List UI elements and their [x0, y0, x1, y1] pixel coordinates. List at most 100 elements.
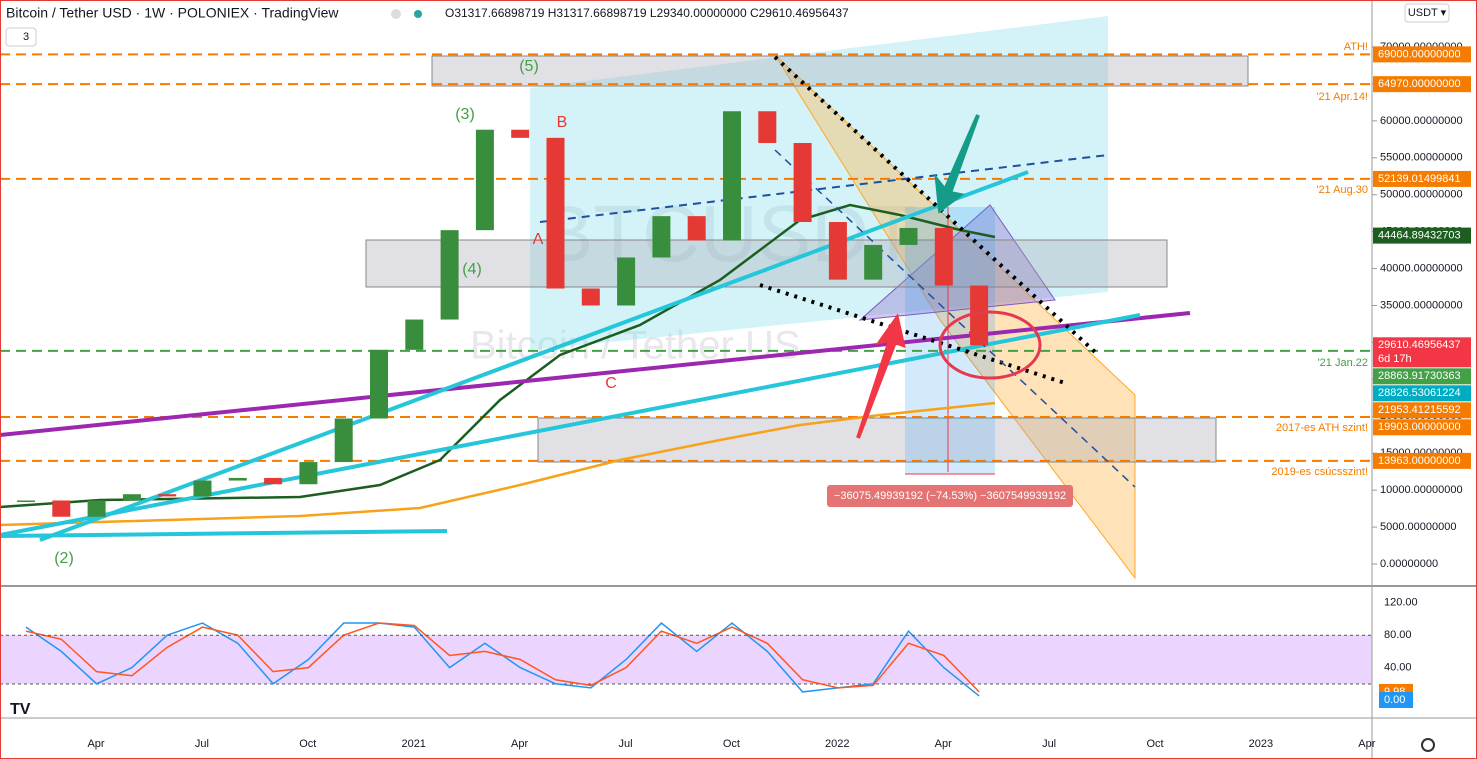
level-label: 2017-es ATH szint! [1276, 422, 1368, 434]
wave-label: (2) [54, 550, 74, 567]
x-tick-label: 2022 [825, 738, 849, 750]
level-label: 2019-es csúcsszint! [1271, 466, 1368, 478]
candle [934, 227, 953, 286]
candle [264, 477, 283, 485]
candle [970, 285, 989, 346]
candle [723, 111, 741, 241]
indicator-tag [1379, 692, 1413, 708]
candle [475, 129, 494, 231]
candle [617, 257, 636, 306]
stochastic [0, 622, 1372, 697]
zone[interactable] [431, 55, 1249, 87]
level-label: ATH! [1344, 41, 1368, 53]
fib-channel[interactable] [530, 16, 1108, 350]
y-tick-label: 0.00000000 [1380, 558, 1438, 570]
x-tick-label: Apr [935, 738, 952, 750]
price-tag [1373, 46, 1471, 63]
trend-line[interactable] [774, 149, 1136, 488]
price-tag-label: 69000.00000000 [1378, 48, 1461, 60]
wave-label: (3) [455, 106, 475, 123]
level-label: '21 Aug.30 [1316, 184, 1368, 196]
price-tag [1373, 76, 1471, 93]
status-dot [414, 10, 422, 18]
x-tick-label: 2023 [1249, 738, 1273, 750]
y-tick-label: 55000.00000000 [1380, 152, 1463, 164]
x-tick-label: Apr [1358, 738, 1375, 750]
indicator-count[interactable]: 3 [23, 31, 29, 43]
y-tick-label: 80.00 [1384, 629, 1412, 641]
measure-label-bg [827, 485, 1073, 507]
trend-line[interactable] [0, 313, 1141, 537]
status-dot [391, 9, 401, 19]
candle [864, 244, 883, 280]
candle [17, 500, 35, 502]
price-tag [1373, 419, 1471, 436]
candle [52, 500, 71, 517]
candle [122, 494, 141, 501]
price-tag-label: 13963.00000000 [1378, 455, 1461, 467]
moving-average [0, 401, 996, 527]
candle [158, 494, 177, 497]
indicator-tag-label: 0.00 [1384, 694, 1405, 706]
price-tag [1373, 227, 1471, 244]
x-tick-label: Apr [87, 738, 104, 750]
currency[interactable]: USDT ▾ [1408, 7, 1447, 19]
y-tick-label: 5000.00000000 [1380, 521, 1456, 533]
y-tick-label: 120.00 [1384, 597, 1418, 609]
triangle[interactable] [858, 204, 1056, 321]
stoch-panel [0, 587, 1372, 718]
price-tag [1373, 170, 1471, 187]
wave-label: B [557, 114, 568, 131]
price-tag-label: 29610.46956437 [1378, 339, 1461, 351]
price-tag-label: 28863.91730363 [1378, 370, 1461, 382]
candle [511, 129, 530, 138]
trend-line[interactable] [39, 170, 1029, 542]
candle [758, 111, 777, 144]
price-tag-label: 52139.01499841 [1378, 173, 1461, 185]
stoch-line [25, 622, 980, 693]
candle [228, 477, 247, 481]
price-tag [1373, 337, 1471, 368]
price-tag [1373, 402, 1471, 419]
wave-label: (5) [519, 58, 539, 75]
trend-line[interactable] [0, 529, 448, 538]
candle [581, 288, 600, 306]
price-axis: 0.000000005000.0000000010000.00000000150… [87, 41, 1471, 750]
trend-line[interactable] [773, 55, 1097, 354]
level-label: '21 Apr.14! [1316, 91, 1368, 103]
x-tick-label: Oct [299, 738, 316, 750]
price-tag [1373, 385, 1471, 402]
price-tag [1373, 452, 1471, 469]
price-tag-label: 21953.41215592 [1378, 404, 1461, 416]
measure-label: −36075.49939192 (−74.53%) −3607549939192 [834, 490, 1066, 502]
wave-label: (4) [462, 261, 482, 278]
x-tick-label: Jul [1042, 738, 1056, 750]
indicator-toggle[interactable] [5, 27, 37, 47]
x-tick-label: 2021 [401, 738, 425, 750]
trend-channel[interactable] [774, 54, 1136, 580]
price-tag-sub: 6d 17h [1378, 353, 1412, 365]
candle [299, 462, 318, 485]
y-tick-label: 60000.00000000 [1380, 115, 1463, 127]
y-tick-label: 40000.00000000 [1380, 262, 1463, 274]
x-tick-label: Apr [511, 738, 528, 750]
price-tag [1373, 368, 1471, 385]
ohlc: O31317.66898719 H31317.66898719 L29340.0… [445, 6, 849, 20]
settings-icon[interactable] [1421, 738, 1435, 752]
candle [546, 137, 565, 289]
trend-line[interactable] [0, 311, 1191, 437]
candle [687, 216, 706, 241]
candle [899, 227, 918, 245]
x-tick-label: Jul [618, 738, 632, 750]
candle [652, 216, 671, 258]
currency-select[interactable] [1404, 3, 1450, 23]
trend-line[interactable] [539, 154, 1109, 223]
arrow [856, 313, 906, 439]
level-lines [0, 53, 1372, 462]
price-tag-label: 44464.89432703 [1378, 230, 1461, 242]
x-tick-label: Oct [1146, 738, 1163, 750]
logo[interactable]: TV [10, 701, 31, 718]
zone[interactable] [365, 239, 1168, 288]
y-tick-label: 40.00 [1384, 662, 1412, 674]
